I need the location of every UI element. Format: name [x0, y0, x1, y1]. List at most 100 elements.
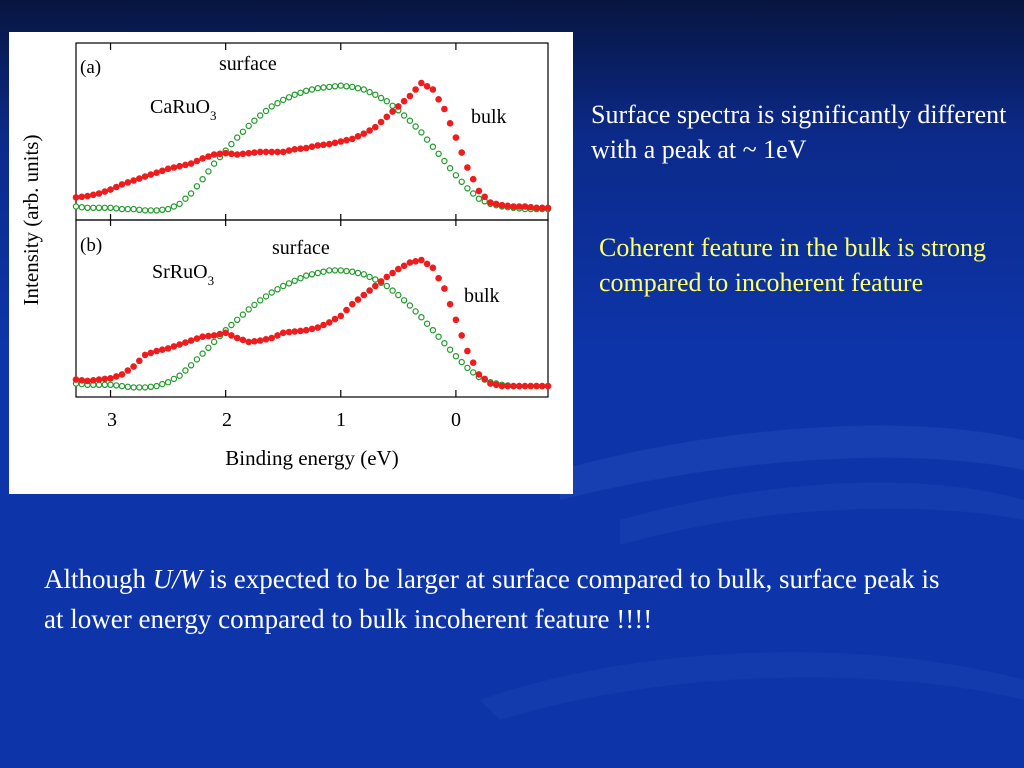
surface-data-point: [256, 297, 264, 304]
bulk-data-point: [228, 332, 235, 339]
bulk-data-point: [389, 269, 396, 277]
bulk-data-point: [423, 260, 431, 268]
surface-data-point: [199, 175, 206, 183]
plot-a-bulk-label: bulk: [471, 106, 507, 128]
surface-data-point: [176, 372, 183, 379]
bulk-data-point: [297, 327, 304, 335]
bulk-data-point: [475, 187, 483, 195]
bulk-data-point: [521, 203, 529, 210]
bulk-data-point: [464, 164, 471, 171]
bulk-data-point: [452, 134, 460, 141]
bulk-data-point: [538, 382, 546, 390]
surface-data-point: [314, 85, 321, 92]
bulk-data-point: [193, 335, 201, 342]
surface-data-point: [372, 276, 379, 283]
surface-data-point: [124, 383, 132, 390]
bulk-data-point: [136, 175, 143, 182]
bulk-data-point: [291, 328, 299, 335]
surface-data-point: [170, 375, 178, 383]
surface-data-point: [268, 103, 275, 110]
x-tick-label: 3: [107, 409, 117, 431]
bulk-data-point: [233, 151, 241, 158]
bulk-data-point: [176, 162, 183, 170]
bulk-data-point: [251, 149, 258, 156]
surface-data-point: [118, 382, 126, 390]
bulk-data-point: [354, 133, 362, 140]
bulk-data-point: [182, 339, 189, 346]
bulk-data-point: [366, 127, 373, 134]
x-tick-label: 2: [222, 409, 232, 431]
surface-data-point: [228, 140, 235, 148]
bulk-data-point: [314, 324, 322, 331]
bulk-data-point: [159, 167, 166, 175]
bulk-data-point: [101, 188, 109, 195]
surface-data-point: [360, 86, 367, 93]
surface-data-point: [182, 367, 189, 374]
bulk-data-point: [372, 282, 379, 290]
bulk-data-point: [383, 113, 391, 121]
bulk-data-point: [147, 349, 155, 357]
bulk-data-point: [268, 334, 276, 342]
surface-data-point: [458, 178, 465, 185]
bulk-data-point: [492, 200, 500, 208]
surface-data-point: [349, 83, 356, 91]
bulk-data-point: [515, 203, 523, 210]
bulk-data-point: [458, 332, 466, 339]
bulk-data-point: [314, 142, 322, 149]
surface-data-point: [251, 301, 258, 309]
surface-data-point: [153, 207, 160, 214]
surface-data-point: [406, 302, 414, 309]
bulk-data-point: [400, 97, 408, 105]
bulk-data-point: [187, 337, 195, 344]
surface-data-point: [95, 381, 103, 388]
surface-data-point: [441, 340, 448, 347]
surface-data-point: [303, 87, 310, 95]
surface-data-point: [90, 204, 97, 211]
bulk-data-point: [210, 151, 218, 158]
surface-data-point: [84, 204, 91, 211]
surface-data-point: [320, 268, 327, 275]
bulk-data-point: [372, 123, 379, 131]
note-surface-spectra: Surface spectra is significantly differe…: [591, 100, 1007, 164]
x-tick-label: 0: [451, 409, 461, 431]
bulk-data-point: [72, 376, 80, 383]
surface-data-point: [331, 83, 339, 90]
plot-a-compound-label: CaRuO3: [150, 96, 217, 123]
surface-data-point: [366, 88, 373, 96]
bulk-data-point: [441, 285, 448, 292]
bulk-data-point: [538, 204, 546, 212]
surface-data-point: [147, 207, 154, 214]
surface-data-point: [147, 383, 154, 390]
bulk-data-point: [464, 347, 471, 355]
surface-data-point: [389, 102, 396, 110]
surface-data-point: [107, 381, 114, 388]
bulk-data-point: [544, 382, 552, 390]
surface-data-point: [239, 128, 247, 136]
bulk-data-point: [90, 191, 97, 199]
surface-data-point: [458, 358, 465, 366]
surface-data-point: [205, 168, 212, 175]
surface-data-point: [113, 382, 120, 389]
surface-data-point: [326, 83, 333, 91]
bulk-data-point: [521, 382, 529, 390]
surface-data-point: [182, 195, 189, 202]
surface-data-point: [233, 134, 241, 141]
bulk-data-point: [481, 375, 489, 383]
surface-data-point: [233, 316, 241, 323]
bulk-data-point: [147, 171, 155, 178]
bulk-data-point: [302, 144, 310, 152]
note-although-post: is expected to be larger at surface comp…: [44, 564, 940, 634]
note-coherent-feature: Coherent feature in the bulk is strong c…: [599, 233, 987, 297]
bulk-data-point: [256, 337, 264, 344]
surface-data-point: [429, 327, 437, 334]
bulk-data-point: [418, 79, 425, 87]
bulk-data-point: [205, 153, 212, 160]
surface-data-point: [412, 123, 419, 130]
bulk-data-point: [210, 332, 218, 339]
bulk-data-point: [164, 165, 172, 173]
bulk-data-point: [360, 291, 368, 299]
bulk-data-point: [118, 371, 126, 378]
surface-data-point: [446, 346, 454, 353]
surface-data-point: [113, 205, 120, 212]
bulk-data-point: [118, 181, 126, 188]
